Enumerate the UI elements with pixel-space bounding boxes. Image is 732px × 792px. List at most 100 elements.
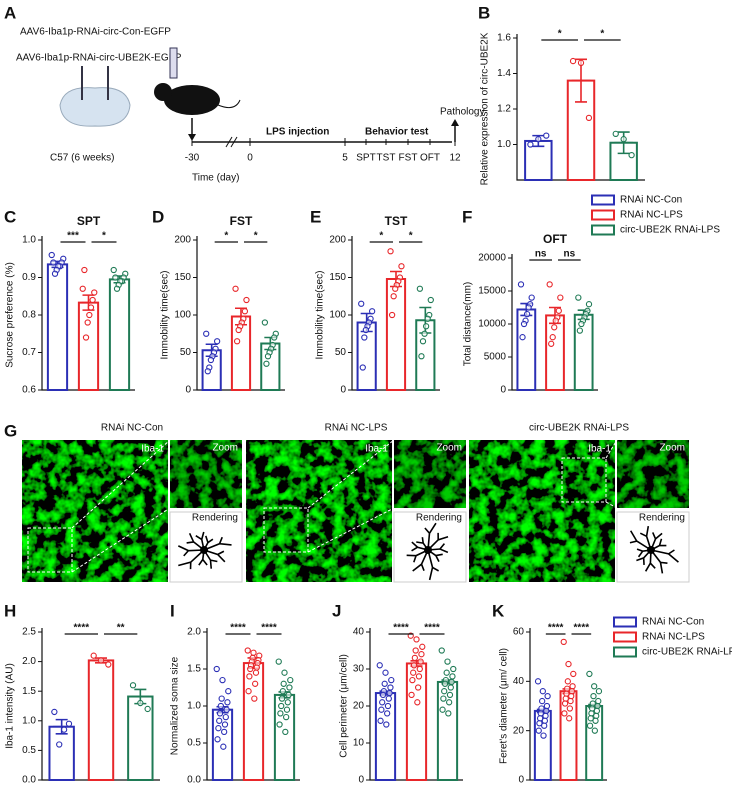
data-point xyxy=(224,699,231,706)
data-point xyxy=(112,274,119,281)
y-tick-label: 50 xyxy=(335,347,347,358)
syringe xyxy=(169,47,178,79)
y-tick-label: 150 xyxy=(174,272,191,283)
zoom-connector xyxy=(605,501,618,509)
y-tick-label: 100 xyxy=(174,310,191,321)
y-tick-label: 150 xyxy=(329,272,346,283)
vector-label: AAV6-Iba1p-RNAi-circ-UBE2K-EGFP xyxy=(16,53,182,64)
data-point xyxy=(381,680,388,687)
data-point xyxy=(612,130,619,137)
rendering-label: Rendering xyxy=(639,513,685,524)
data-point xyxy=(592,717,599,724)
data-point xyxy=(445,710,452,717)
zoom-connector xyxy=(307,439,395,509)
data-point xyxy=(250,649,257,656)
data-point xyxy=(246,673,253,680)
axis xyxy=(516,34,645,181)
bar-chart: E TST Immobility time(sec) 0 50 100 150 200 * * xyxy=(310,207,440,396)
test-label: FST xyxy=(399,153,418,164)
data-point xyxy=(235,326,242,334)
y-tick-label: 20 xyxy=(513,725,525,736)
y-axis-title: Feret's diameter (μm/ cell) xyxy=(499,648,510,764)
data-point xyxy=(551,324,558,331)
rendering-label: Rendering xyxy=(192,513,238,524)
data-point xyxy=(427,296,434,304)
data-point xyxy=(82,334,90,341)
micrograph xyxy=(246,440,392,582)
axis-break xyxy=(225,136,233,148)
significance-label: * xyxy=(102,231,106,242)
data-point xyxy=(439,706,446,713)
data-point xyxy=(534,678,542,685)
error-bar xyxy=(571,58,591,103)
chart-title: FST xyxy=(230,214,253,228)
data-point xyxy=(527,141,534,148)
data-point xyxy=(241,308,249,315)
data-point xyxy=(376,662,383,669)
data-point xyxy=(441,680,449,687)
significance-label: **** xyxy=(574,623,590,634)
data-point xyxy=(385,695,392,702)
bar xyxy=(273,693,296,782)
data-point xyxy=(409,676,416,684)
zoom-label: Zoom xyxy=(659,443,685,454)
data-point xyxy=(587,715,594,722)
error-bar xyxy=(389,270,403,288)
data-point xyxy=(520,320,528,328)
significance-label: *** xyxy=(67,231,79,242)
stain-label: Iba-1 xyxy=(141,444,164,455)
data-point xyxy=(444,658,451,665)
data-point xyxy=(591,683,598,690)
data-point xyxy=(253,664,260,671)
legend-label: RNAi NC-Con xyxy=(620,195,682,206)
data-point xyxy=(593,707,601,715)
arrow-head xyxy=(451,119,459,126)
y-tick-label: 40 xyxy=(353,627,365,638)
y-tick-label: 0 xyxy=(185,385,191,396)
y-tick-label: 15000 xyxy=(478,286,506,297)
data-point xyxy=(411,654,419,662)
data-point xyxy=(595,688,603,695)
data-point xyxy=(414,684,422,691)
zoom-region xyxy=(27,527,73,573)
data-point xyxy=(565,660,572,668)
data-point xyxy=(387,248,394,255)
data-point xyxy=(449,673,456,680)
data-point xyxy=(414,699,421,706)
data-point xyxy=(552,317,559,324)
data-point xyxy=(450,665,457,673)
data-point xyxy=(575,294,582,301)
data-point xyxy=(204,368,211,375)
data-point xyxy=(543,702,551,710)
data-point xyxy=(410,669,417,676)
panel-label: C xyxy=(4,207,16,226)
data-point xyxy=(541,722,548,729)
y-tick-label: 0 xyxy=(500,385,506,396)
y-tick-label: 1.5 xyxy=(22,686,36,697)
y-axis-title: Total distance(mm) xyxy=(463,282,474,366)
data-point xyxy=(233,338,241,345)
data-point xyxy=(569,57,577,65)
data-point xyxy=(79,285,86,292)
data-point xyxy=(408,691,415,699)
rendering xyxy=(177,531,232,570)
data-point xyxy=(51,708,58,716)
data-point xyxy=(251,680,259,687)
data-point xyxy=(216,717,223,724)
zoom-region xyxy=(263,507,309,553)
data-point xyxy=(105,661,112,668)
data-point xyxy=(440,695,447,702)
panel-label: K xyxy=(492,601,505,620)
data-point xyxy=(418,353,425,360)
vector-label: AAV6-Iba1p-RNAi-circ-Con-EGFP xyxy=(20,27,171,38)
bar-chart: D FST Immobility time(sec) 0 50 100 150 200 * * xyxy=(152,207,285,396)
data-point xyxy=(207,356,215,364)
zoom-image xyxy=(617,440,689,508)
y-tick-label: 0.6 xyxy=(22,385,36,396)
data-point xyxy=(446,691,454,699)
mouse-icon xyxy=(164,85,220,115)
data-point xyxy=(628,151,635,159)
significance-label: ** xyxy=(117,623,125,634)
panel-label: D xyxy=(152,207,164,226)
y-tick-label: 10000 xyxy=(478,319,506,330)
